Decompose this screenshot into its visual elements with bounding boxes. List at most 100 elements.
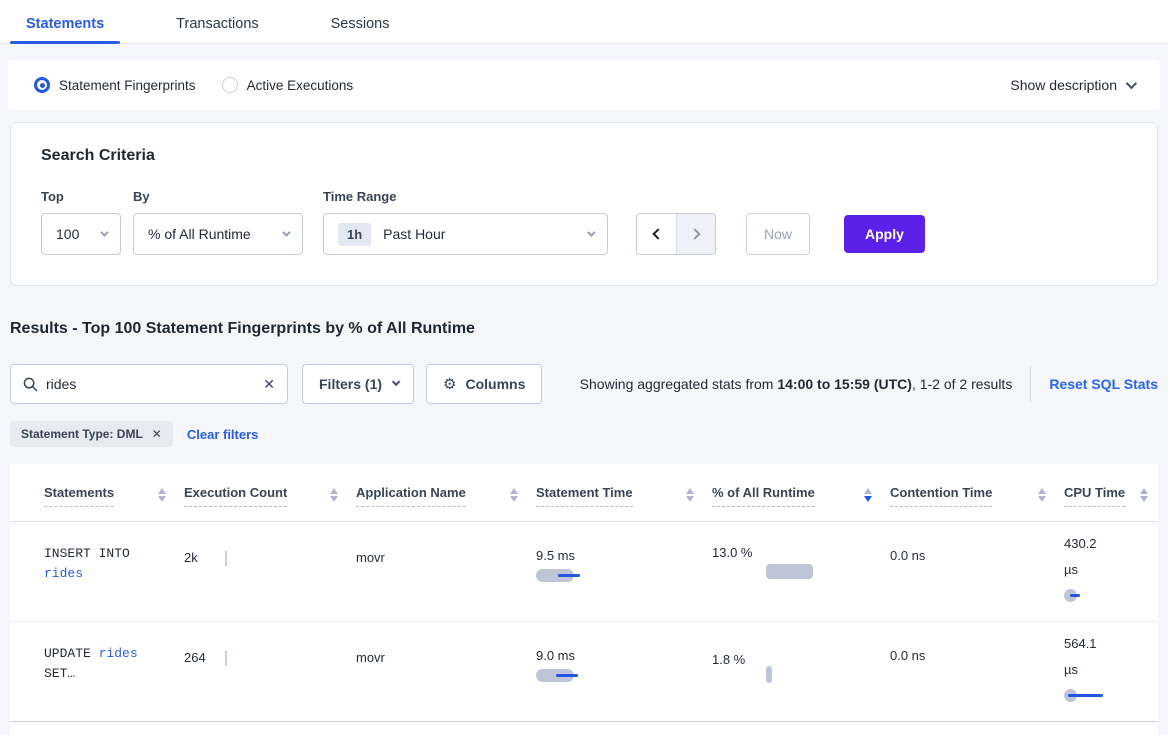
chevron-right-icon	[688, 228, 701, 240]
sort-icon[interactable]	[1140, 488, 1148, 502]
runtime-pct-cell: 13.0 %	[712, 522, 890, 621]
apply-button[interactable]: Apply	[844, 215, 925, 253]
tab-statements[interactable]: Statements	[10, 4, 121, 44]
radio-selected-icon	[34, 77, 50, 93]
runtime-pct-bar	[766, 563, 813, 579]
columns-button-label: Columns	[465, 376, 526, 392]
contention-time-cell: 0.0 ns	[890, 648, 926, 663]
statement-cell: INSERT INTO rides	[44, 546, 130, 581]
execution-count-cell: 2k	[184, 522, 356, 621]
execution-count-cell: 264	[184, 622, 356, 721]
cpu-time-cell: 430.2 µs	[1064, 522, 1158, 621]
cpu-time-bar	[1064, 688, 1140, 703]
radio-statement-fingerprints[interactable]: Statement Fingerprints	[34, 77, 196, 93]
column-header-application-name: Application Name	[356, 464, 536, 521]
tab-sessions[interactable]: Sessions	[330, 16, 390, 32]
by-field: By % of All Runtime	[133, 189, 303, 255]
time-range-badge: 1h	[338, 222, 372, 246]
statement-time-bar	[536, 668, 694, 683]
radio-unselected-icon	[221, 77, 238, 93]
chevron-down-icon	[100, 228, 109, 237]
time-range-field: Time Range 1h Past Hour	[323, 189, 612, 255]
filters-button[interactable]: Filters (1)	[302, 364, 415, 404]
tab-transactions[interactable]: Transactions	[176, 16, 259, 32]
statement-time-cell: 9.5 ms	[536, 522, 712, 621]
toolbar-divider	[1030, 366, 1032, 402]
time-range-value: Past Hour	[383, 226, 446, 242]
clear-search-icon[interactable]: ✕	[263, 375, 275, 392]
statement-search-box: ✕	[10, 364, 288, 404]
column-header-runtime-pct: % of All Runtime	[712, 464, 890, 521]
filter-chip-label: Statement Type: DML	[21, 427, 143, 441]
time-window-arrows	[636, 213, 716, 255]
sort-icon[interactable]	[1038, 488, 1046, 502]
by-select[interactable]: % of All Runtime	[133, 213, 303, 255]
radio-label: Statement Fingerprints	[59, 77, 196, 93]
sort-icon[interactable]	[330, 488, 338, 502]
statements-table: Statements Execution Count Application N…	[10, 464, 1158, 735]
results-heading: Results - Top 100 Statement Fingerprints…	[10, 320, 475, 337]
execution-count-bar	[225, 651, 227, 666]
column-header-statements: Statements	[10, 464, 184, 521]
top-select[interactable]: 100	[41, 213, 121, 255]
contention-time-cell: 0.0 ns	[890, 548, 926, 563]
showing-stats-text: Showing aggregated stats from 14:00 to 1…	[579, 376, 1013, 392]
top-label: Top	[41, 189, 64, 204]
next-time-window-button[interactable]	[676, 214, 715, 254]
filters-button-label: Filters (1)	[319, 376, 383, 392]
sort-icon[interactable]	[510, 488, 518, 502]
runtime-pct-cell: 1.8 %	[712, 622, 890, 721]
statement-time-cell: 9.0 ms	[536, 622, 712, 721]
reset-sql-stats-link[interactable]: Reset SQL Stats	[1049, 376, 1158, 392]
chevron-down-icon	[391, 377, 401, 387]
statement-time-bar	[536, 568, 694, 583]
time-range-select[interactable]: 1h Past Hour	[323, 213, 608, 255]
statement-link[interactable]: rides	[44, 566, 84, 581]
column-header-contention-time: Contention Time	[890, 464, 1064, 521]
cpu-time-bar	[1064, 588, 1140, 603]
application-name-cell: movr	[356, 650, 385, 665]
radio-active-executions[interactable]: Active Executions	[221, 77, 354, 93]
page-tabbar: Statements Transactions Sessions	[0, 0, 1168, 44]
sort-icon[interactable]	[158, 488, 166, 502]
show-description-toggle[interactable]: Show description	[1010, 77, 1138, 93]
gear-icon: ⚙	[443, 375, 457, 393]
application-name-cell: movr	[356, 550, 385, 565]
table-row: UPDATE rides SET… 264 movr 9.0 ms 1.8 % …	[10, 622, 1158, 722]
search-criteria-panel: Search Criteria Top 100 By % of All Runt…	[10, 122, 1158, 286]
clear-filters-link[interactable]: Clear filters	[186, 426, 259, 442]
remove-filter-icon[interactable]: ✕	[151, 427, 162, 441]
column-header-cpu-time: CPU Time	[1064, 464, 1158, 521]
search-criteria-title: Search Criteria	[41, 147, 155, 164]
top-field: Top 100	[41, 189, 121, 255]
view-toggle-bar: Statement Fingerprints Active Executions…	[8, 60, 1160, 110]
statement-cell: UPDATE rides SET…	[44, 646, 138, 681]
column-header-statement-time: Statement Time	[536, 464, 712, 521]
now-button[interactable]: Now	[746, 213, 811, 255]
radio-label: Active Executions	[246, 77, 354, 93]
by-label: By	[133, 189, 150, 204]
execution-count-bar	[225, 551, 227, 566]
columns-button[interactable]: ⚙ Columns	[426, 364, 543, 404]
cpu-time-cell: 564.1 µs	[1064, 622, 1158, 721]
show-description-label: Show description	[1010, 77, 1117, 93]
results-toolbar: ✕ Filters (1) ⚙ Columns Showing aggregat…	[10, 364, 1158, 404]
chevron-down-icon	[282, 228, 291, 237]
runtime-pct-bar	[766, 666, 772, 683]
sort-icon-active-desc[interactable]	[864, 488, 872, 502]
search-criteria-form: Top 100 By % of All Runtime Time Range 1…	[41, 189, 1127, 255]
table-row: INSERT INTO rides 2k movr 9.5 ms 13.0 % …	[10, 522, 1158, 622]
by-select-value: % of All Runtime	[148, 226, 251, 242]
chevron-down-icon	[1125, 77, 1138, 90]
active-filters-row: Statement Type: DML ✕ Clear filters	[10, 421, 1158, 447]
filter-chip-statement-type[interactable]: Statement Type: DML ✕	[10, 421, 173, 447]
previous-time-window-button[interactable]	[637, 214, 676, 254]
statement-link[interactable]: rides	[98, 646, 138, 661]
sort-icon[interactable]	[686, 488, 694, 502]
column-header-execution-count: Execution Count	[184, 464, 356, 521]
search-input[interactable]	[46, 376, 256, 392]
chevron-left-icon	[652, 228, 664, 240]
top-select-value: 100	[56, 226, 80, 242]
table-header-row: Statements Execution Count Application N…	[10, 464, 1158, 522]
search-icon	[23, 377, 38, 391]
